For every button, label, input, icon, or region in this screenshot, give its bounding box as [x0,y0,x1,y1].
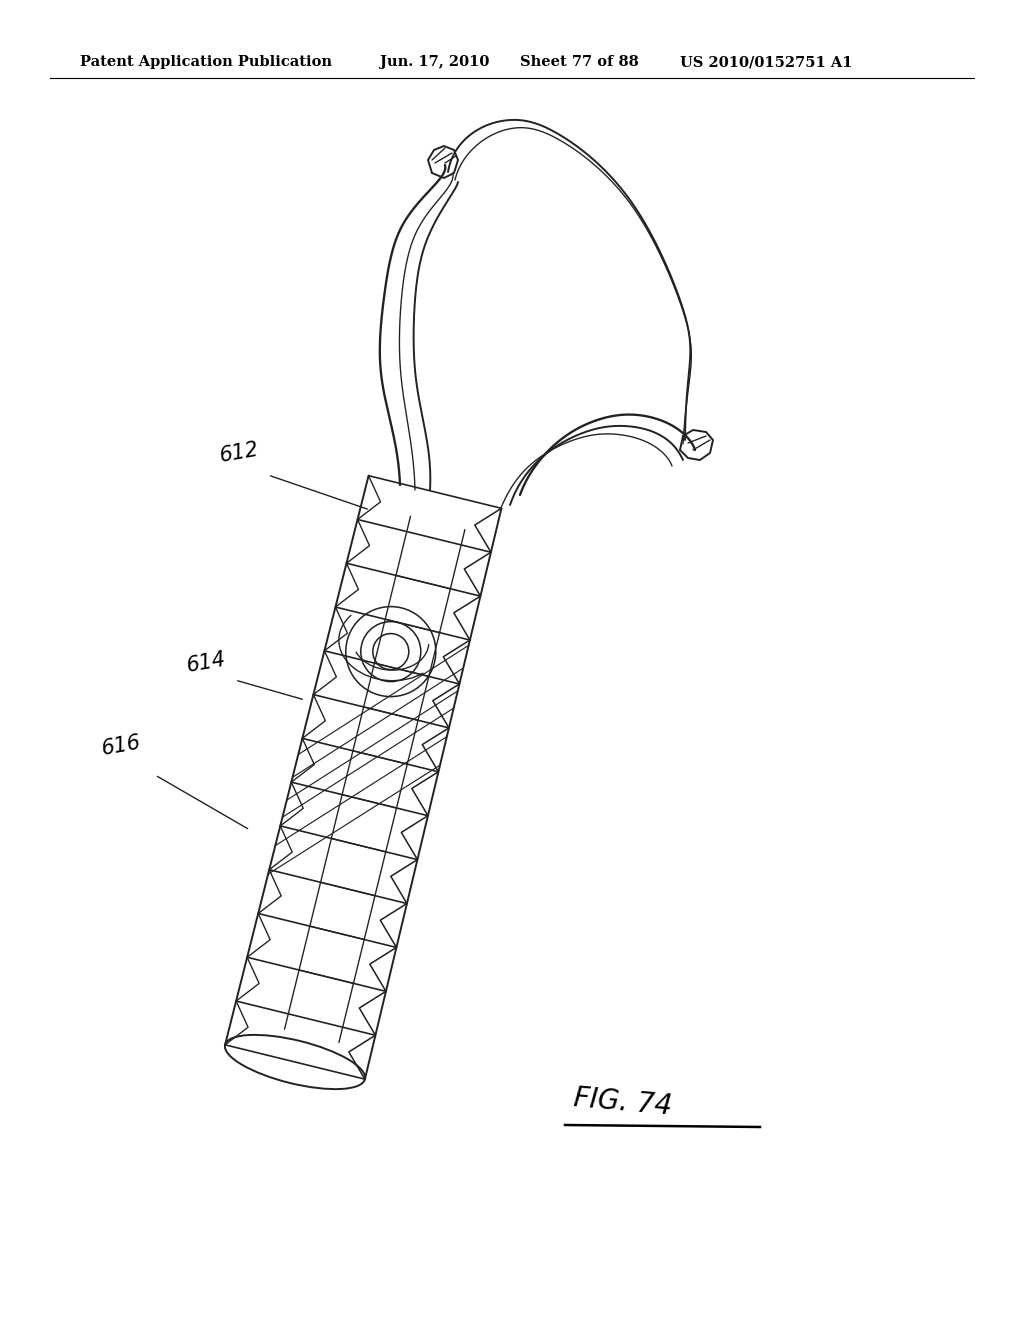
Text: US 2010/0152751 A1: US 2010/0152751 A1 [680,55,853,69]
Text: 616: 616 [100,733,142,759]
Text: Patent Application Publication: Patent Application Publication [80,55,332,69]
Text: Sheet 77 of 88: Sheet 77 of 88 [520,55,639,69]
Text: Jun. 17, 2010: Jun. 17, 2010 [380,55,489,69]
Text: 614: 614 [185,649,227,676]
Text: 612: 612 [218,440,261,466]
Text: FIG. 74: FIG. 74 [572,1085,673,1121]
